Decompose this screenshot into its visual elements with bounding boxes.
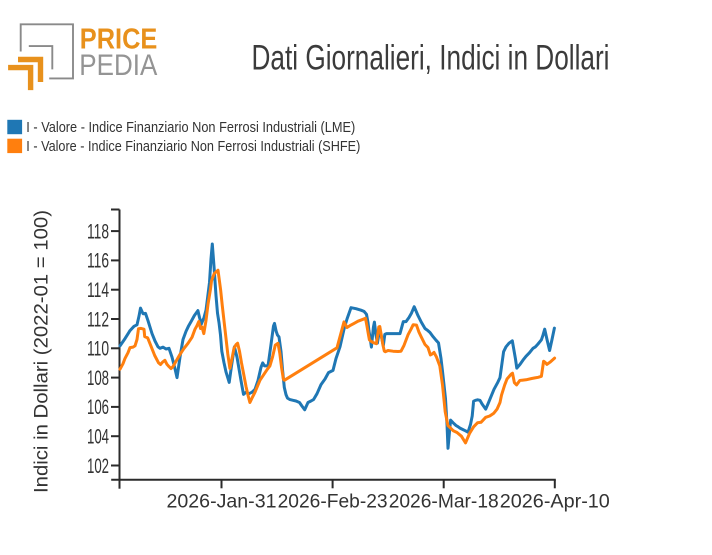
svg-text:118: 118	[87, 220, 109, 243]
svg-text:2026-Jan-31: 2026-Jan-31	[167, 491, 277, 513]
svg-text:114: 114	[87, 279, 109, 302]
svg-text:112: 112	[87, 308, 109, 331]
svg-text:I - Valore - Indice Finanziari: I - Valore - Indice Finanziario Non Ferr…	[26, 120, 355, 136]
svg-text:PRICE: PRICE	[80, 23, 158, 55]
svg-text:2026-Apr-10: 2026-Apr-10	[500, 491, 610, 513]
svg-text:108: 108	[87, 367, 109, 390]
svg-text:102: 102	[87, 455, 109, 478]
svg-text:Dati Giornalieri, Indici in Do: Dati Giornalieri, Indici in Dollari	[252, 39, 610, 78]
svg-text:106: 106	[87, 396, 109, 419]
svg-text:I - Valore - Indice Finanziari: I - Valore - Indice Finanziario Non Ferr…	[26, 139, 360, 155]
svg-text:110: 110	[87, 338, 109, 361]
svg-text:2026-Mar-18: 2026-Mar-18	[389, 491, 499, 513]
svg-text:Indici in Dollari (2022-01 = 1: Indici in Dollari (2022-01 = 100)	[31, 210, 53, 493]
svg-text:116: 116	[87, 250, 109, 273]
svg-text:PEDIA: PEDIA	[79, 49, 157, 82]
svg-text:2026-Feb-23: 2026-Feb-23	[278, 491, 388, 513]
svg-text:104: 104	[87, 426, 109, 449]
